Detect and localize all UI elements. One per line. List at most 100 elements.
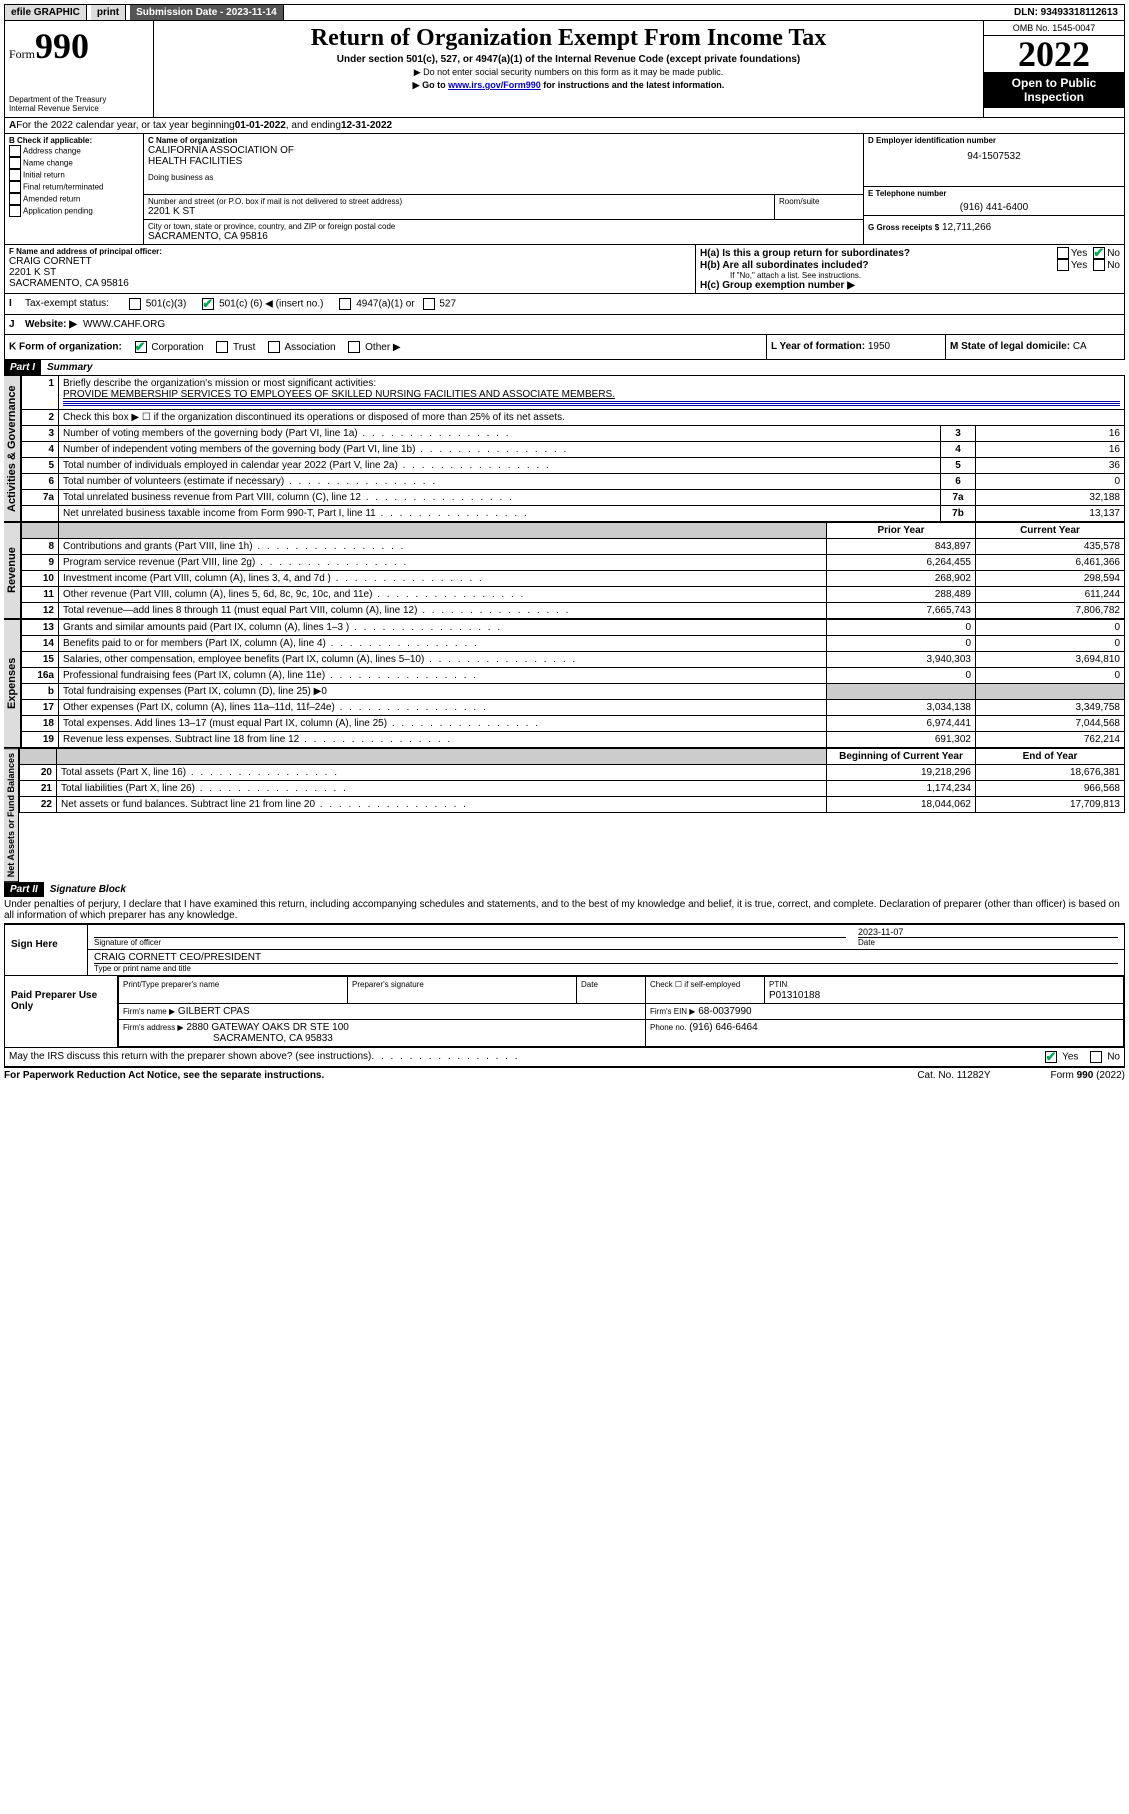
check-501c3[interactable] [129, 298, 141, 310]
rev-table: Prior YearCurrent Year 8Contributions an… [21, 522, 1125, 619]
opt-pending: Application pending [23, 207, 93, 216]
box-e-label: E Telephone number [868, 189, 1120, 198]
officer-sub-label: Type or print name and title [94, 963, 1118, 973]
check-corp[interactable] [135, 341, 147, 353]
table-row: Net unrelated business taxable income fr… [22, 506, 1125, 522]
table-row: 20Total assets (Part X, line 16)19,218,2… [20, 765, 1125, 781]
l-value: 1950 [868, 341, 890, 352]
check-initial[interactable] [9, 169, 21, 181]
vert-gov: Activities & Governance [4, 375, 21, 522]
discuss-yes[interactable] [1045, 1051, 1057, 1063]
ha-no[interactable] [1093, 247, 1105, 259]
exp-table: 13Grants and similar amounts paid (Part … [21, 619, 1125, 748]
opt-name: Name change [23, 159, 73, 168]
ein-value: 94-1507532 [868, 151, 1120, 162]
check-501c[interactable] [202, 298, 214, 310]
h-a-label: H(a) Is this a group return for subordin… [700, 248, 1057, 259]
dln: DLN: 93493318112613 [1008, 5, 1124, 20]
4947: 4947(a)(1) or [356, 299, 414, 310]
check-other[interactable] [348, 341, 360, 353]
phone-value: (916) 441-6400 [868, 202, 1120, 213]
part1-net: Net Assets or Fund Balances Beginning of… [4, 748, 1125, 882]
paid-preparer-block: Paid Preparer Use Only Print/Type prepar… [4, 976, 1125, 1048]
note2-pre: ▶ Go to [413, 80, 448, 90]
check-4947[interactable] [339, 298, 351, 310]
hb-yes[interactable] [1057, 259, 1069, 271]
part1-rev: Revenue Prior YearCurrent Year 8Contribu… [4, 522, 1125, 619]
q1-text: PROVIDE MEMBERSHIP SERVICES TO EMPLOYEES… [63, 389, 615, 400]
table-row: 3Number of voting members of the governi… [22, 426, 1125, 442]
opt-initial: Initial return [23, 171, 65, 180]
hb-no[interactable] [1093, 259, 1105, 271]
table-row: 4Number of independent voting members of… [22, 442, 1125, 458]
org-info-block: B Check if applicable: Address change Na… [4, 134, 1125, 245]
print-button[interactable]: print [91, 5, 126, 20]
check-amended[interactable] [9, 193, 21, 205]
line-a-end: 12-31-2022 [341, 120, 392, 131]
form-num-big: 990 [35, 26, 89, 66]
sign-here-block: Sign Here Signature of officer 2023-11-0… [4, 923, 1125, 976]
paid-label: Paid Preparer Use Only [5, 976, 117, 1047]
irs-label: Internal Revenue Service [9, 104, 149, 113]
efile-button[interactable]: efile GRAPHIC [5, 5, 87, 20]
check-pending[interactable] [9, 205, 21, 217]
table-row: 16aProfessional fundraising fees (Part I… [22, 668, 1125, 684]
h-b-label: H(b) Are all subordinates included? [700, 260, 1057, 271]
i-label: Tax-exempt status: [25, 298, 109, 310]
table-row: bTotal fundraising expenses (Part IX, co… [22, 684, 1125, 700]
ha-no-label: No [1107, 248, 1120, 259]
check-self: Check ☐ if self-employed [650, 980, 740, 989]
date-label: Date [581, 980, 598, 989]
check-assoc[interactable] [268, 341, 280, 353]
q2-text: Check this box ▶ ☐ if the organization d… [59, 410, 1125, 426]
line-j: J Website: ▶ WWW.CAHF.ORG [4, 315, 1125, 335]
officer-name-title: CRAIG CORNETT CEO/PRESIDENT [94, 952, 1118, 963]
table-row: 11Other revenue (Part VIII, column (A), … [22, 587, 1125, 603]
527: 527 [439, 299, 456, 310]
table-row: 17Other expenses (Part IX, column (A), l… [22, 700, 1125, 716]
line-a-pre: For the 2022 calendar year, or tax year … [16, 120, 234, 131]
sign-here-label: Sign Here [5, 925, 87, 975]
check-name-change[interactable] [9, 157, 21, 169]
note2-post: for instructions and the latest informat… [541, 80, 725, 90]
line-klm: K Form of organization: Corporation Trus… [4, 335, 1125, 360]
form-prefix: Form [9, 47, 35, 61]
sig-date-label: Date [858, 937, 1118, 947]
check-trust[interactable] [216, 341, 228, 353]
tax-year: 2022 [984, 36, 1124, 72]
line-a-mid: , and ending [286, 120, 341, 131]
prior-year-head: Prior Year [827, 523, 976, 539]
form-number: Form990 [9, 25, 149, 67]
phone-label: Phone no. [650, 1023, 686, 1032]
discuss-no[interactable] [1090, 1051, 1102, 1063]
org-street: 2201 K ST [148, 206, 770, 217]
sig-officer-label: Signature of officer [94, 937, 846, 947]
irs-link[interactable]: www.irs.gov/Form990 [448, 80, 541, 90]
discuss-yes-label: Yes [1062, 1052, 1078, 1063]
discuss-text: May the IRS discuss this return with the… [9, 1051, 371, 1063]
j-label: Website: ▶ [25, 319, 77, 330]
ha-yes-label: Yes [1071, 248, 1087, 259]
org-name2: HEALTH FACILITIES [148, 156, 859, 167]
part1-header: Part I [4, 360, 41, 375]
sig-date: 2023-11-07 [858, 927, 1118, 937]
net-table: Beginning of Current YearEnd of Year 20T… [19, 748, 1125, 813]
officer-city: SACRAMENTO, CA 95816 [9, 278, 691, 289]
org-city: SACRAMENTO, CA 95816 [148, 231, 859, 242]
firm-ein: 68-0037990 [698, 1006, 751, 1017]
opt-address: Address change [23, 147, 81, 156]
table-row: 19Revenue less expenses. Subtract line 1… [22, 732, 1125, 748]
opt-amended: Amended return [23, 195, 80, 204]
footer: For Paperwork Reduction Act Notice, see … [4, 1067, 1125, 1083]
ha-yes[interactable] [1057, 247, 1069, 259]
opt-final: Final return/terminated [23, 183, 103, 192]
check-527[interactable] [423, 298, 435, 310]
check-address-change[interactable] [9, 145, 21, 157]
footer-left: For Paperwork Reduction Act Notice, see … [4, 1070, 324, 1081]
check-final[interactable] [9, 181, 21, 193]
firm-ein-label: Firm's EIN ▶ [650, 1007, 695, 1016]
firm-addr-label: Firm's address ▶ [123, 1023, 184, 1032]
form-title: Return of Organization Exempt From Incom… [162, 25, 975, 52]
box-c-label: C Name of organization [148, 136, 859, 145]
officer-block: F Name and address of principal officer:… [4, 245, 1125, 294]
